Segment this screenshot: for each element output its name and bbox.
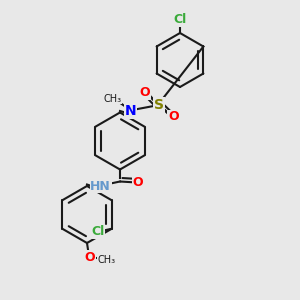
Text: O: O [85, 251, 95, 264]
Text: S: S [154, 98, 164, 112]
Text: N: N [125, 104, 136, 118]
Text: Cl: Cl [173, 13, 187, 26]
Text: O: O [133, 176, 143, 190]
Text: O: O [139, 86, 150, 99]
Text: Cl: Cl [92, 225, 105, 238]
Text: HN: HN [90, 179, 111, 193]
Text: CH₃: CH₃ [98, 255, 116, 265]
Text: CH₃: CH₃ [103, 94, 122, 104]
Text: O: O [168, 110, 179, 124]
